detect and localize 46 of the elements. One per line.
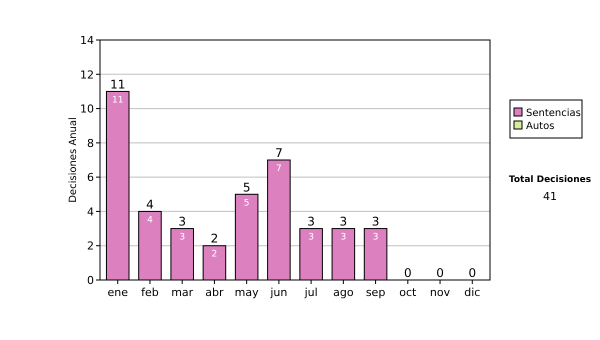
data-label: 4 <box>147 215 154 226</box>
legend-label: Sentencias <box>526 108 581 119</box>
total-label: 3 <box>307 214 315 229</box>
x-tick-label: jul <box>304 286 318 299</box>
y-tick-label: 2 <box>87 240 94 253</box>
x-tick-label: sep <box>366 286 386 299</box>
x-tick-label: nov <box>430 286 451 299</box>
y-tick-label: 14 <box>80 34 94 47</box>
x-tick-label: ene <box>107 286 128 299</box>
x-tick-label: feb <box>141 286 159 299</box>
y-tick-label: 4 <box>87 205 94 218</box>
total-label: 0 <box>468 266 476 280</box>
data-label: 3 <box>340 232 346 243</box>
legend-label: Autos <box>526 121 554 132</box>
data-label: 3 <box>372 232 378 243</box>
total-label: 3 <box>340 214 348 229</box>
x-tick-label: may <box>234 286 260 299</box>
total-label: 0 <box>436 266 444 280</box>
x-tick-label: mar <box>171 286 194 299</box>
total-label: 4 <box>146 197 154 212</box>
y-tick-label: 10 <box>80 102 94 116</box>
data-label: 2 <box>212 250 218 260</box>
data-label: 3 <box>179 232 186 243</box>
x-tick-label: dic <box>464 286 480 299</box>
text: 41 <box>543 190 557 203</box>
total-label: 7 <box>275 146 283 160</box>
text: Total Decisiones <box>508 175 592 185</box>
y-tick-label: 8 <box>87 136 94 150</box>
total-label: 3 <box>372 214 380 229</box>
x-tick-label: jun <box>269 286 288 299</box>
total-label: 3 <box>178 214 186 229</box>
total-label: 0 <box>404 266 412 280</box>
total-label: 11 <box>110 77 126 92</box>
x-tick-label: abr <box>205 286 224 299</box>
y-tick-label: 0 <box>87 274 94 287</box>
total-label: 5 <box>242 180 250 194</box>
data-label: 11 <box>112 95 124 106</box>
x-tick-label: ago <box>333 286 354 299</box>
data-label: 5 <box>244 198 250 208</box>
y-tick-label: 6 <box>87 171 94 184</box>
data-label: 3 <box>308 232 314 243</box>
y-axis-title: Decisiones Anual <box>68 117 79 203</box>
y-tick-label: 12 <box>80 68 94 82</box>
x-tick-label: oct <box>399 286 418 299</box>
total-label: 2 <box>210 232 218 246</box>
data-label: 7 <box>276 164 282 174</box>
